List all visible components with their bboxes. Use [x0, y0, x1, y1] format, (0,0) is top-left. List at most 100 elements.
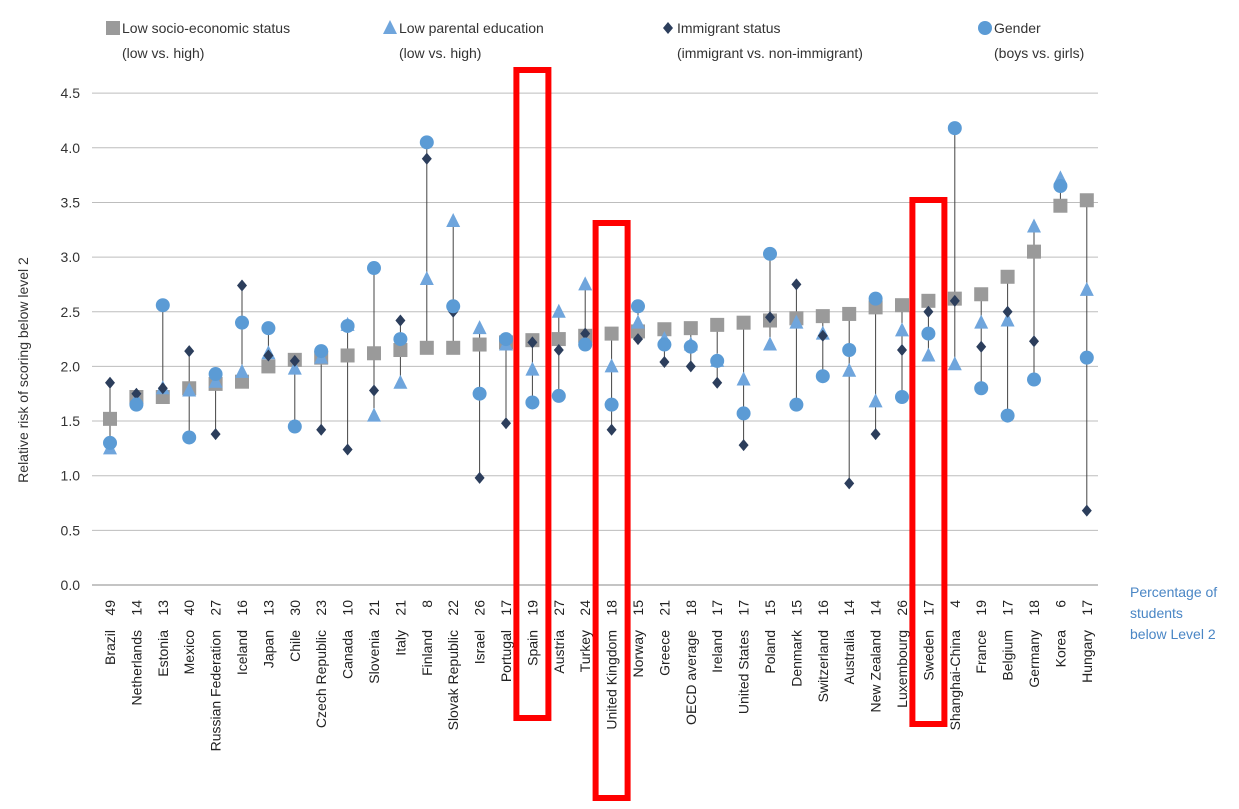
category-label: Netherlands	[128, 630, 144, 706]
gender-point	[393, 332, 408, 347]
pct-label: 19	[524, 600, 540, 616]
category-label: United States	[736, 630, 752, 714]
gender-point	[261, 321, 276, 336]
immigrant-status-point	[1002, 305, 1013, 318]
legend-label: Gender	[994, 20, 1041, 36]
category-label: Korea	[1052, 630, 1068, 668]
gender-point	[472, 386, 487, 401]
pct-label: 40	[181, 600, 197, 616]
category-label: Ireland	[709, 630, 725, 673]
category-label: Greece	[656, 630, 672, 676]
pct-label: 14	[868, 600, 884, 616]
pct-label: 18	[604, 600, 620, 616]
pct-label: 15	[630, 600, 646, 616]
category-label: Austria	[551, 630, 567, 674]
pct-label: 4	[947, 600, 963, 608]
low-parental-education-point	[947, 356, 962, 371]
gender-point	[1000, 408, 1015, 423]
percentage-note: Percentage of students below Level 2	[1130, 584, 1217, 642]
immigrant-status-point	[553, 344, 564, 357]
low-parental-education-point	[868, 393, 883, 408]
immigrant-status-point	[633, 333, 643, 346]
gender-point	[287, 419, 302, 434]
category-label: United Kingdom	[604, 630, 620, 730]
gender-point	[1027, 372, 1041, 387]
low-socio-economic-status-point	[710, 317, 725, 332]
immigrant-status-point	[369, 384, 379, 397]
category-label: Israel	[472, 630, 488, 664]
low-parental-education-point	[631, 314, 645, 329]
immigrant-status-point	[580, 327, 591, 340]
low-socio-economic-status-point	[895, 298, 909, 313]
pct-label: 27	[208, 600, 224, 616]
low-socio-economic-status-point	[683, 321, 698, 336]
pct-label: 21	[366, 600, 382, 616]
pct-label: 13	[260, 600, 276, 616]
pct-label: 18	[683, 600, 699, 616]
pct-label: 13	[155, 600, 171, 616]
category-label: Canada	[340, 630, 356, 679]
low-parental-education-point	[921, 347, 936, 362]
gender-point	[604, 397, 619, 412]
low-socio-economic-status-point	[1027, 244, 1041, 259]
low-socio-economic-status-point	[393, 343, 408, 358]
gender-point	[736, 406, 751, 421]
low-socio-economic-status-point	[446, 340, 461, 355]
low-socio-economic-status-point	[1079, 193, 1094, 208]
category-label: Portugal	[498, 630, 514, 682]
gender-point	[182, 430, 197, 445]
gender-point	[763, 246, 777, 261]
low-parental-education-point	[1027, 218, 1041, 233]
gender-point	[1053, 179, 1068, 194]
y-tick-label: 2.0	[61, 358, 81, 374]
low-parental-education-point	[235, 363, 249, 378]
data-markers	[103, 121, 1094, 517]
immigrant-status-point	[976, 340, 987, 353]
immigrant-status-point	[237, 279, 247, 292]
low-socio-economic-status-point	[419, 340, 434, 355]
immigrant-status-point	[1029, 335, 1039, 348]
y-tick-label: 4.0	[61, 140, 81, 156]
pct-label: 16	[815, 600, 831, 616]
category-label: Australia	[841, 630, 857, 685]
highlight-box	[909, 197, 948, 727]
immigrant-status-point	[949, 294, 960, 307]
immigrant-status-point	[817, 329, 828, 342]
pct-label: 15	[788, 600, 804, 616]
immigrant-status-point	[1081, 504, 1092, 517]
category-label: Switzerland	[815, 630, 831, 702]
low-socio-economic-status-point	[657, 322, 672, 337]
low-parental-education-point	[578, 276, 593, 291]
low-socio-economic-status-point	[604, 326, 619, 341]
y-tick-label: 1.0	[61, 468, 81, 484]
gender-point	[155, 298, 170, 313]
legend-marker	[106, 21, 120, 35]
gender-point	[314, 344, 329, 359]
low-parental-education-point	[1000, 312, 1015, 327]
pct-label: 22	[445, 600, 461, 616]
pct-label: 17	[736, 600, 752, 616]
highlight-box	[592, 220, 631, 801]
low-parental-education-point	[551, 303, 566, 318]
low-parental-education-point	[525, 361, 540, 376]
immigrant-status-point	[659, 356, 670, 369]
pct-label: 10	[340, 600, 356, 616]
category-label: France	[973, 630, 989, 674]
pct-label: 21	[656, 600, 672, 616]
low-parental-education-point	[182, 382, 197, 397]
gender-point	[868, 291, 883, 306]
low-socio-economic-status-point	[974, 287, 989, 302]
gender-point	[499, 332, 513, 347]
note-line: Percentage of	[1130, 584, 1217, 600]
legend: Low socio-economic status (low vs. high) L…	[106, 20, 1084, 61]
gender-point	[1079, 350, 1094, 365]
immigrant-status-point	[606, 423, 617, 436]
gender-point	[710, 353, 725, 368]
pct-label: 14	[128, 600, 144, 616]
low-parental-education-point	[393, 374, 408, 389]
gender-point	[815, 369, 830, 384]
immigrant-status-point	[870, 428, 881, 441]
low-parental-education-point	[287, 360, 302, 375]
gender-point	[842, 343, 857, 358]
y-tick-label: 1.5	[61, 413, 81, 429]
